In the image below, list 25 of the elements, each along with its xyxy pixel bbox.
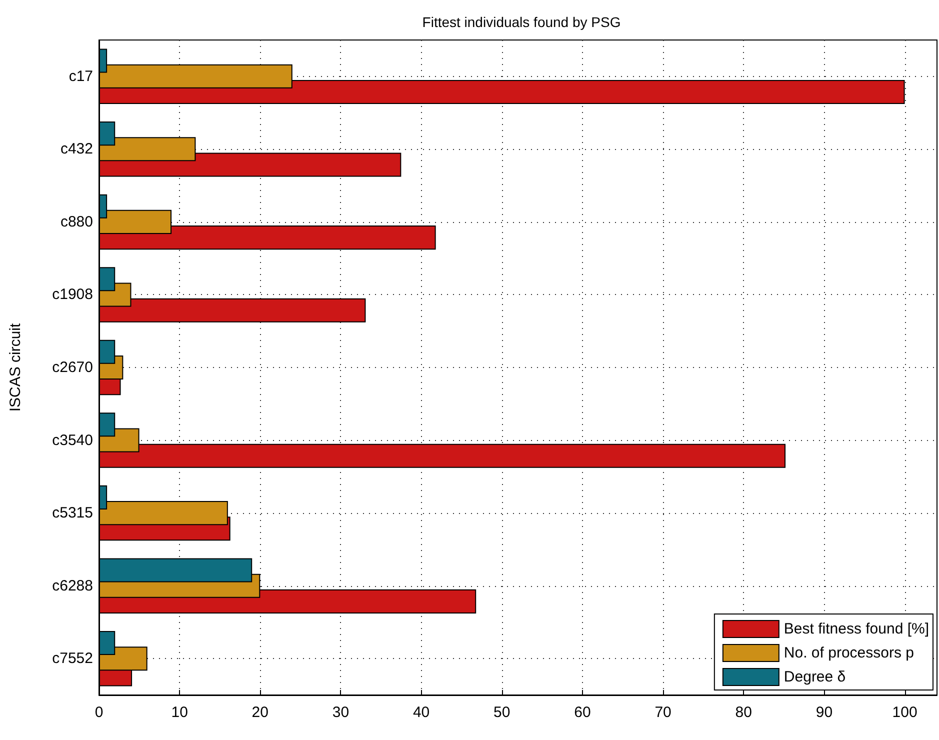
x-tick-label: 40 (412, 704, 430, 721)
y-tick-label: c17 (68, 68, 93, 85)
legend-label: No. of processors p (784, 644, 914, 662)
x-tick-label: 0 (94, 704, 104, 721)
y-tick-label: c2670 (52, 359, 93, 376)
y-tick-label: c432 (60, 140, 93, 158)
x-tick-label: 70 (654, 704, 672, 721)
y-tick-label: c6288 (52, 577, 93, 594)
y-tick-label: c880 (60, 213, 93, 230)
chart-title: Fittest individuals found by PSG (422, 14, 621, 30)
x-tick-label: 10 (171, 704, 188, 721)
x-tick-label: 20 (252, 704, 268, 721)
legend-label: Degree δ (784, 668, 846, 686)
x-tick-label: 80 (735, 704, 752, 721)
y-tick-label: c1908 (52, 286, 93, 304)
x-tick-label: 60 (574, 704, 591, 721)
x-tick-label: 90 (816, 704, 833, 721)
y-tick-label: c7552 (52, 650, 93, 668)
y-tick-label: c3540 (52, 432, 93, 449)
x-tick-label: 50 (494, 704, 510, 721)
x-tick-label: 100 (892, 704, 918, 721)
x-tick-label: 30 (332, 704, 350, 721)
y-tick-label: c5315 (52, 504, 93, 522)
y-axis-title: ISCAS circuit (7, 322, 24, 412)
legend-label: Best fitness found [%] (784, 620, 929, 638)
